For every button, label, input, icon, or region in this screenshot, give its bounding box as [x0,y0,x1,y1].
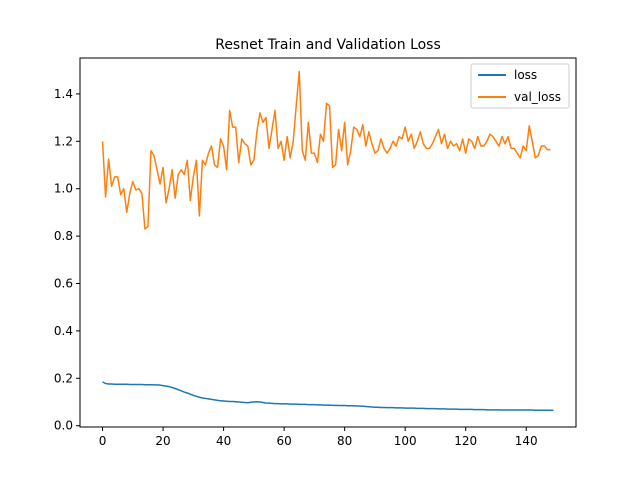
legend-val-loss-label: val_loss [514,90,561,104]
series-line-loss [102,381,554,412]
x-tick-label: 140 [515,434,538,448]
x-tick-label: 80 [337,434,352,448]
x-tick-label: 40 [216,434,231,448]
series-line-val-loss [101,70,551,230]
legend: loss val_loss [470,63,570,109]
x-tick-label: 100 [394,434,417,448]
series-layer [101,70,554,412]
y-tick-label: 1.0 [54,182,73,196]
x-tick-label: 120 [454,434,477,448]
y-tick-label: 0.4 [54,324,73,338]
y-tick-label: 1.4 [54,87,73,101]
x-tick-label: 20 [155,434,170,448]
axes-frame [79,57,577,428]
y-tick-label: 1.2 [54,134,73,148]
legend-loss-label: loss [514,68,537,82]
y-tick-label: 0.0 [54,419,73,433]
y-tick-label: 0.6 [54,277,73,291]
y-tick-label: 0.2 [54,371,73,385]
x-tick-label: 0 [99,434,107,448]
chart-title: Resnet Train and Validation Loss [215,37,441,53]
y-tick-label: 0.8 [54,229,73,243]
axes-layer: 0 20 40 60 80 100 120 140 0.0 0.2 0.4 0.6 0.8 1.0 1.2 1… [54,57,577,448]
x-tick-label: 60 [276,434,291,448]
